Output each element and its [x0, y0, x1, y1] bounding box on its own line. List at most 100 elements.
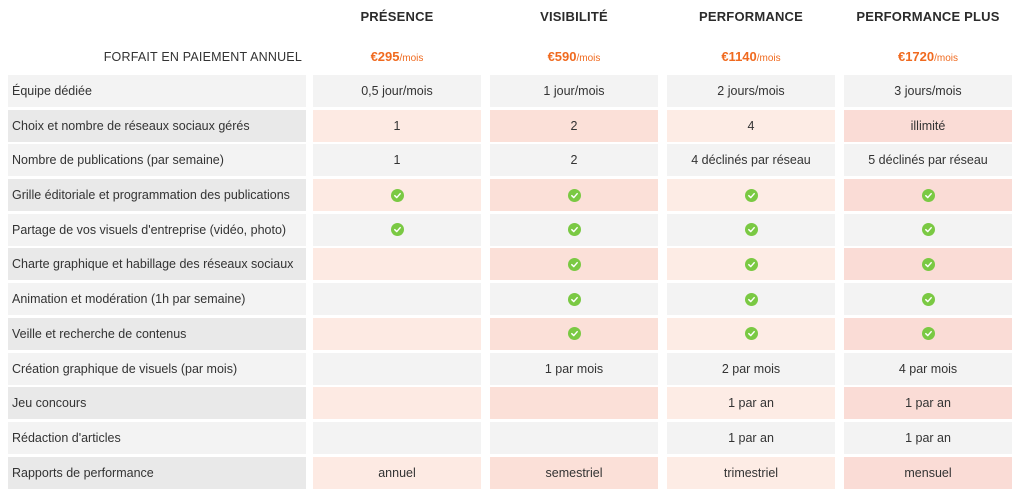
feature-value: annuel: [313, 456, 481, 489]
table-row: Jeu concours 1 par an 1 par an: [0, 387, 1024, 422]
table-row: Grille éditoriale et programmation des p…: [0, 179, 1024, 214]
feature-value: [844, 179, 1012, 212]
feature-value: [490, 283, 658, 316]
price-visibilite: €590/mois: [490, 49, 658, 64]
table-row: Choix et nombre de réseaux sociaux gérés…: [0, 109, 1024, 145]
check-circle-icon: [921, 223, 935, 237]
table-row: Rédaction d'articles 1 par an 1 par an: [0, 421, 1024, 457]
feature-value: [667, 213, 835, 246]
price-unit: /mois: [756, 53, 781, 64]
feature-value: [667, 317, 835, 350]
feature-value: 1 jour/mois: [490, 75, 658, 107]
feature-value: illimité: [844, 109, 1012, 142]
price-performance-plus: €1720/mois: [844, 49, 1012, 64]
feature-value: 2 jours/mois: [667, 75, 835, 107]
table-row: Équipe dédiée 0,5 jour/mois 1 jour/mois 2 j…: [0, 75, 1024, 110]
check-circle-icon: [744, 188, 758, 202]
table-row: Animation et modération (1h par semaine): [0, 283, 1024, 318]
feature-value: [844, 317, 1012, 350]
plan-header-row: PRÉSENCE VISIBILITÉ PERFORMANCE PERFORMA…: [0, 0, 1024, 34]
feature-label: Création graphique de visuels (par mois): [8, 352, 306, 385]
feature-value: [844, 248, 1012, 281]
feature-value: [490, 387, 658, 420]
feature-value: 1 par mois: [490, 352, 658, 385]
feature-value: 5 déclinés par réseau: [844, 144, 1012, 177]
feature-value: 2: [490, 109, 658, 142]
feature-value: 1: [313, 109, 481, 142]
plan-name-performance: PERFORMANCE: [698, 9, 804, 24]
feature-label: Rédaction d'articles: [8, 421, 306, 454]
plan-name-performance-plus: PERFORMANCE PLUS: [856, 9, 1000, 24]
feature-value: semestriel: [490, 456, 658, 489]
feature-value: 4 déclinés par réseau: [667, 144, 835, 177]
check-circle-icon: [921, 327, 935, 341]
feature-value: [313, 179, 481, 212]
feature-label: Grille éditoriale et programmation des p…: [8, 179, 306, 212]
price-presence: €295/mois: [313, 49, 481, 64]
feature-label: Partage de vos visuels d'entreprise (vid…: [8, 213, 306, 246]
price-amount: €590: [547, 49, 577, 64]
feature-label: Jeu concours: [8, 387, 306, 420]
feature-value: [313, 352, 481, 385]
feature-value: 4: [667, 109, 835, 142]
feature-value: [313, 283, 481, 316]
check-circle-icon: [567, 257, 581, 271]
feature-value: [490, 179, 658, 212]
feature-value: [313, 387, 481, 420]
feature-value: 3 jours/mois: [844, 75, 1012, 107]
table-row: Création graphique de visuels (par mois)…: [0, 352, 1024, 388]
feature-value: [667, 179, 835, 212]
feature-value: 2: [490, 144, 658, 177]
check-circle-icon: [744, 292, 758, 306]
feature-value: [313, 248, 481, 281]
feature-value: 1 par an: [844, 421, 1012, 454]
check-circle-icon: [567, 292, 581, 306]
feature-value: 1 par an: [667, 387, 835, 420]
check-circle-icon: [921, 257, 935, 271]
price-performance: €1140/mois: [667, 49, 835, 64]
feature-value: [844, 213, 1012, 246]
price-row-label: FORFAIT EN PAIEMENT ANNUEL: [103, 50, 302, 64]
feature-value: [490, 248, 658, 281]
feature-value: [490, 213, 658, 246]
price-row: FORFAIT EN PAIEMENT ANNUEL €295/mois €59…: [0, 44, 1024, 72]
check-circle-icon: [921, 292, 935, 306]
feature-value: 0,5 jour/mois: [313, 75, 481, 107]
feature-value: [490, 421, 658, 454]
check-circle-icon: [390, 223, 404, 237]
check-circle-icon: [390, 188, 404, 202]
feature-value: [313, 317, 481, 350]
feature-value: [313, 213, 481, 246]
feature-value: 4 par mois: [844, 352, 1012, 385]
feature-label: Rapports de performance: [8, 456, 306, 489]
feature-label: Animation et modération (1h par semaine): [8, 283, 306, 316]
price-amount: €1140: [721, 49, 757, 64]
check-circle-icon: [744, 223, 758, 237]
plan-name-presence: PRÉSENCE: [360, 9, 434, 24]
feature-value: [667, 283, 835, 316]
feature-label: Veille et recherche de contenus: [8, 317, 306, 350]
price-unit: /mois: [934, 53, 959, 64]
table-row: Rapports de performance annuel semestriel t…: [0, 456, 1024, 492]
feature-value: [844, 283, 1012, 316]
price-amount: €295: [370, 49, 400, 64]
check-circle-icon: [567, 327, 581, 341]
feature-value: [667, 248, 835, 281]
feature-label: Nombre de publications (par semaine): [8, 144, 306, 177]
price-unit: /mois: [576, 53, 601, 64]
table-row: Veille et recherche de contenus: [0, 317, 1024, 353]
check-circle-icon: [744, 257, 758, 271]
check-circle-icon: [744, 327, 758, 341]
price-unit: /mois: [399, 53, 424, 64]
feature-value: mensuel: [844, 456, 1012, 489]
feature-value: [490, 317, 658, 350]
feature-label: Équipe dédiée: [8, 75, 306, 107]
table-row: Charte graphique et habillage des réseau…: [0, 248, 1024, 283]
table-row: Nombre de publications (par semaine) 1 2 4 …: [0, 144, 1024, 179]
check-circle-icon: [567, 223, 581, 237]
check-circle-icon: [921, 188, 935, 202]
feature-label: Charte graphique et habillage des réseau…: [8, 248, 306, 281]
feature-value: 1 par an: [844, 387, 1012, 420]
feature-value: 1 par an: [667, 421, 835, 454]
feature-label: Choix et nombre de réseaux sociaux gérés: [8, 109, 306, 142]
